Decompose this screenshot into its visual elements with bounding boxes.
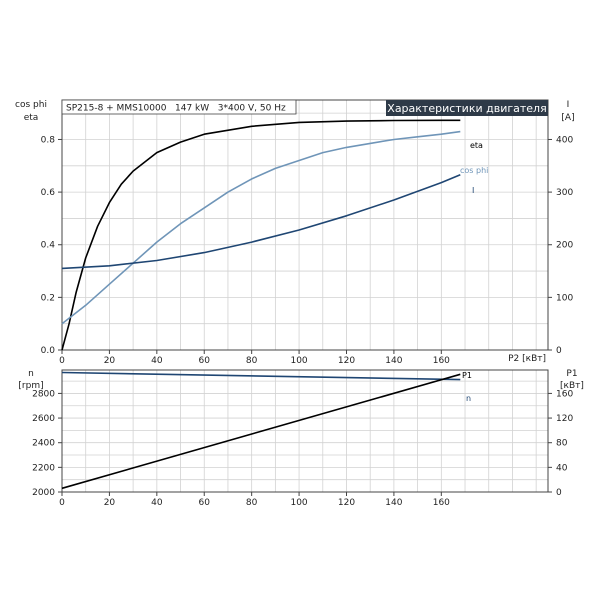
top-series: eta cos phi I: [61, 119, 488, 351]
bottom-x-tick-label: 20: [104, 498, 116, 508]
top-y-right-tick-label: 300: [556, 188, 573, 198]
y-right-label-top-1: I: [567, 100, 570, 110]
top-y-left-tick-label: 0.6: [41, 188, 56, 198]
top-y-left-tick-label: 0.4: [41, 241, 56, 251]
top-y-right-tick-label: 400: [556, 135, 573, 145]
top-y-right-tick-label: 100: [556, 293, 573, 303]
top-series-cos-phi-line: [61, 130, 461, 325]
y-left-label-bottom-1: n: [28, 369, 34, 379]
bottom-y-left-tick-label: 2400: [32, 439, 55, 449]
top-x-tick-label: 80: [246, 356, 258, 366]
top-series-i-label: I: [472, 186, 474, 195]
top-grid: [62, 100, 548, 350]
bottom-series-p1-line: [61, 373, 461, 490]
y-right-label-top-2: [A]: [561, 113, 574, 123]
bottom-x-tick-label: 140: [385, 498, 402, 508]
chart-subtitle: SP215-8 + MMS10000 147 kW 3*400 V, 50 Hz: [66, 104, 286, 114]
bottom-y-left-tick-label: 2000: [32, 488, 55, 498]
y-left-label-top-1: cos phi: [15, 100, 47, 110]
top-x-tick-label: 140: [385, 356, 402, 366]
top-y-right-tick-label: 0: [556, 346, 562, 356]
bottom-plot-frame: [61, 369, 549, 493]
top-series-i-line: [61, 173, 461, 270]
bottom-x-tick-label: 100: [290, 498, 307, 508]
top-y-left-tick-label: 0.8: [41, 135, 56, 145]
top-x-tick-label: 0: [59, 356, 65, 366]
y-left-label-bottom-2: [rpm]: [18, 381, 43, 391]
top-x-tick-label: 40: [151, 356, 163, 366]
top-x-tick-label: 160: [433, 356, 450, 366]
bottom-chart: n [rpm] P1 [кВт] 0 20 40 60 80 100 120 140 160 20…: [18, 369, 584, 508]
bottom-grid: [62, 370, 548, 492]
top-x-tick-label: 60: [199, 356, 211, 366]
bottom-ticks: 0 20 40 60 80 100 120 140 160 2000 2200 2400 2600 280…: [32, 389, 573, 508]
bottom-y-right-tick-label: 120: [556, 414, 573, 424]
bottom-series: n P1: [61, 371, 472, 490]
top-y-left-tick-label: 0.2: [41, 293, 55, 303]
top-series-eta-label: eta: [470, 141, 483, 150]
subtitle-box: [61, 99, 297, 115]
top-x-tick-label: 120: [338, 356, 355, 366]
top-x-tick-label: 20: [104, 356, 116, 366]
bottom-y-left-tick-label: 2600: [32, 414, 55, 424]
top-y-right-tick-label: 200: [556, 241, 573, 251]
bottom-y-right-tick-label: 80: [556, 439, 568, 449]
y-right-label-bottom-2: [кВт]: [560, 381, 584, 391]
chart-title: Характеристики двигателя: [387, 102, 546, 115]
y-left-label-top-2: eta: [24, 113, 39, 123]
bottom-y-right-tick-label: 160: [556, 389, 573, 399]
bottom-x-tick-label: 0: [59, 498, 65, 508]
bottom-x-tick-label: 40: [151, 498, 163, 508]
bottom-x-tick-label: 60: [199, 498, 211, 508]
top-series-eta-line: [61, 119, 461, 351]
bottom-series-n-label: n: [466, 394, 471, 403]
title-box: [386, 100, 548, 116]
bottom-series-p1-label: P1: [462, 371, 472, 380]
bottom-x-tick-label: 160: [433, 498, 450, 508]
x-axis-label: P2 [кВт]: [508, 354, 546, 364]
top-x-tick-label: 100: [290, 356, 307, 366]
bottom-y-left-tick-label: 2200: [32, 463, 55, 473]
top-plot-frame: [61, 99, 549, 351]
top-ticks: 0 20 40 60 80 100 120 140 160 0.0 0.2 0.4 0.6 0.8 0 100…: [41, 135, 574, 366]
y-right-label-bottom-1: P1: [566, 369, 577, 379]
top-series-cos-phi-label: cos phi: [460, 166, 488, 175]
bottom-x-tick-label: 80: [246, 498, 258, 508]
bottom-y-left-tick-label: 2800: [32, 389, 55, 399]
top-chart: SP215-8 + MMS10000 147 kW 3*400 V, 50 Hz…: [15, 99, 575, 366]
top-y-left-tick-label: 0.0: [41, 346, 56, 356]
bottom-y-right-tick-label: 0: [556, 488, 562, 498]
bottom-y-right-tick-label: 40: [556, 463, 568, 473]
bottom-series-n-line: [61, 371, 461, 381]
bottom-x-tick-label: 120: [338, 498, 355, 508]
